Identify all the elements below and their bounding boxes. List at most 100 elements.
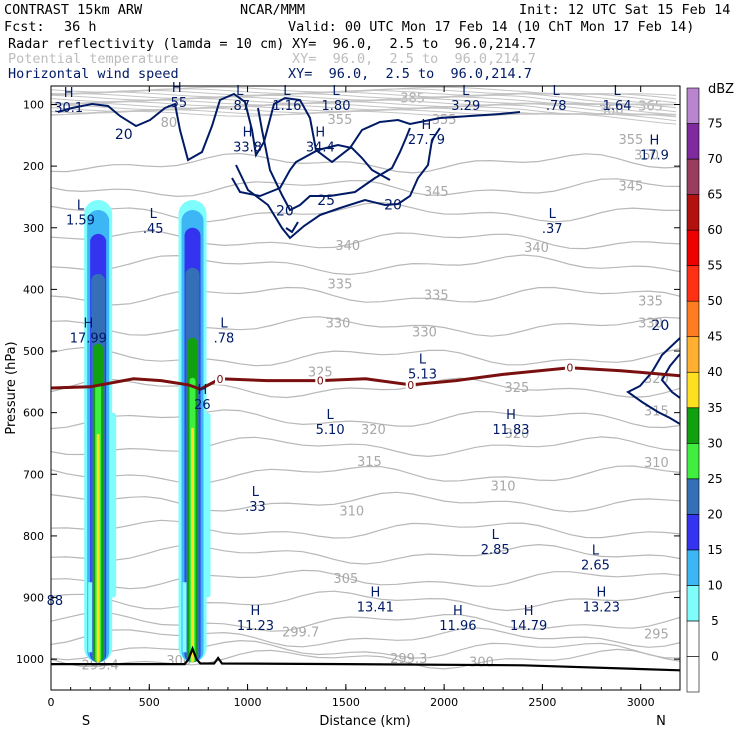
hl-marker-value: 11.23 [237,619,274,634]
zero-isotherm: 0 0 0 0 [51,361,680,392]
x-tick-label: 1000 [234,696,262,709]
theta-label: 320 [361,423,386,438]
x-axis-label: Distance (km) [319,714,410,729]
theta-label: 340 [335,239,360,254]
hl-marker-letter: L [326,408,334,423]
theta-label: 310 [339,504,364,519]
theta-label: 320 [504,427,529,442]
hl-marker-letter: L [462,84,470,99]
hl-marker-letter: H [251,604,261,619]
colorbar-label: 50 [707,294,722,308]
theta-isentrope-upper [51,89,677,104]
y-tick-label: 200 [23,160,44,173]
theta-label: 330 [412,326,437,341]
colorbar-swatch [686,478,700,515]
theta-isentrope [51,590,680,612]
reflectivity-shade [191,427,195,663]
high-low-markers: H30.1H.55L.87L1.16L1.80L3.29L.78L1.64H33… [47,81,669,634]
colorbar-label: 40 [707,365,722,379]
hl-marker-letter: L [283,84,291,99]
colorbar-label: 20 [707,507,722,521]
wind-contour-20c [235,127,441,240]
theta-label: 315 [357,455,382,470]
hl-marker-letter: L [549,207,557,222]
reflectivity-shade [88,582,93,653]
colorbar-label: 70 [707,152,722,166]
hl-marker-value: .55 [166,96,187,111]
hl-marker-value: 13.23 [583,600,620,615]
hl-marker-letter: H [596,585,606,600]
colorbar-unit: dBZ [708,82,734,97]
zero-isotherm-label: 0 [317,375,324,388]
hl-marker-letter: H [453,604,463,619]
hl-marker-letter: H [64,86,74,101]
hl-marker-value: 17.99 [70,332,107,347]
valid-time: Valid: 00 UTC Mon 17 Feb 14 (10 ChT Mon … [288,19,695,35]
theta-label: 80 [161,116,178,131]
hl-marker-value: .78 [546,99,567,114]
theta-isentrope [51,465,680,485]
theta-isentrope [51,639,680,661]
theta-label: 299.4 [82,658,119,673]
colorbar-swatch [686,87,700,124]
wind-contour-25 [257,107,411,212]
hl-marker-letter: L [592,543,600,558]
hl-marker-value: .45 [143,222,164,237]
colorbar-swatch [686,620,700,657]
theta-label: 330 [638,316,663,331]
theta-isentrope [51,491,680,513]
hl-marker-letter: H [370,585,380,600]
theta-isentrope [51,346,680,367]
theta-isentrope [51,436,680,458]
zero-isotherm-gap [564,361,575,374]
reflectivity-columns [84,200,211,663]
x-end-right: N [656,714,666,729]
colorbar-swatch [686,158,700,195]
wind-contour-20 [57,92,521,164]
zero-isotherm-label: 0 [407,379,414,392]
hl-marker-value: 17.9 [640,149,669,164]
reflectivity-shade [182,582,187,653]
hl-marker-value: 27.79 [408,133,445,148]
model-title: CONTRAST 15km ARW [4,2,143,18]
field-reflectivity-xy: XY= 96.0, 2.5 to 96.0,214.7 [292,36,536,52]
hl-marker-letter: L [332,84,340,99]
colorbar-label: 60 [707,223,722,237]
wind-label: 20 [276,203,294,219]
colorbar-swatch [686,265,700,302]
field-wind-xy: XY= 96.0, 2.5 to 96.0,214.7 [288,66,532,82]
colorbar-swatch [686,407,700,444]
hl-marker-letter: L [613,84,621,99]
x-tick-label: 2000 [430,696,458,709]
colorbar-label: 55 [707,259,722,273]
x-end-left: S [82,714,90,729]
theta-label: 300 [469,655,494,670]
x-tick-label: 500 [139,696,160,709]
theta-label: 335 [328,277,353,292]
hl-marker-value: 34.4 [306,141,335,156]
colorbar-swatch [686,442,700,480]
theta-isentrope [51,286,680,306]
theta-label: 335 [424,289,449,304]
field-reflectivity: Radar reflectivity (lamda = 10 cm) [8,36,285,52]
hl-marker-value: 11.96 [439,619,476,634]
theta-label: 355 [618,133,643,148]
theta-isentrope [51,201,680,223]
field-wind: Horizontal wind speed [8,66,179,82]
x-tick-label: 0 [48,696,55,709]
hl-marker-letter: H [422,118,432,133]
hl-marker-value: 1.59 [66,213,95,228]
theta-isentrope [51,543,680,565]
reflectivity-shade [96,433,100,663]
zero-isotherm-label: 0 [566,362,573,375]
theta-label: 330 [326,316,351,331]
y-tick-label: 900 [23,592,44,605]
wind-speed-contours: 20 20 25 20 20 [57,92,680,425]
wind-label: 20 [651,318,669,334]
colorbar-swatch [686,123,700,160]
theta-label: 350 [634,149,659,164]
wind-label: 20 [384,197,402,213]
hl-marker-letter: H [315,126,325,141]
